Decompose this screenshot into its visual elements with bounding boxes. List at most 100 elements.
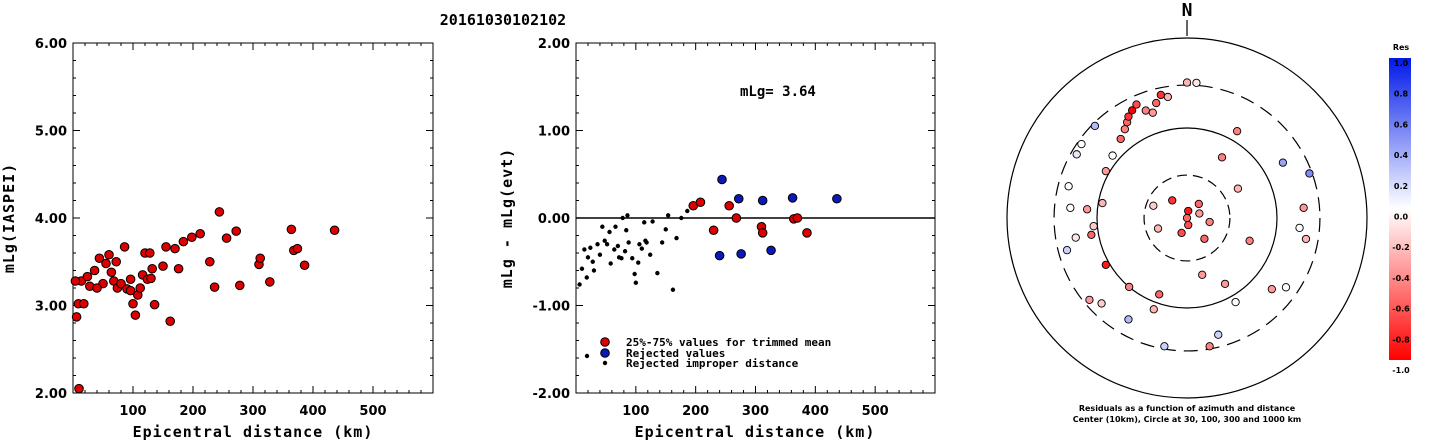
rejected-distance-point bbox=[619, 256, 624, 261]
magnitude-point bbox=[82, 271, 93, 282]
station-residual-point bbox=[1071, 233, 1080, 242]
magnitude-point bbox=[71, 312, 82, 322]
station-residual-point bbox=[1192, 78, 1201, 88]
station-residual-point bbox=[1184, 220, 1193, 230]
magnitude-point bbox=[165, 316, 175, 327]
station-residual-point bbox=[1245, 236, 1254, 245]
rejected-distance-point bbox=[632, 271, 637, 277]
rejected-distance-point bbox=[622, 249, 628, 254]
rejected-distance-point bbox=[636, 260, 641, 265]
magnitude-point bbox=[209, 282, 220, 292]
rejected-distance-point bbox=[613, 224, 618, 229]
plot2-x-tick-label: 100 bbox=[622, 404, 649, 419]
trimmed-mean-point bbox=[731, 213, 742, 223]
magnitude-point bbox=[79, 298, 89, 309]
plot2-legend: 25%-75% values for trimmed meanRejected … bbox=[584, 336, 831, 370]
magnitude-point bbox=[214, 207, 225, 217]
magnitude-point bbox=[128, 298, 138, 309]
plot1-y-tick-label: 4.00 bbox=[35, 212, 67, 227]
rejected-distance-point bbox=[585, 255, 591, 260]
station-residual-point bbox=[1124, 112, 1133, 121]
station-residual-point bbox=[1149, 201, 1158, 210]
rejected-distance-point bbox=[655, 270, 660, 276]
station-residual-point bbox=[1149, 305, 1158, 314]
plot1-y-axis-label: mLg(IASPEI) bbox=[0, 163, 18, 273]
legend-label: Rejected values bbox=[626, 347, 725, 360]
rejected-distance-point bbox=[602, 238, 607, 243]
station-residual-point bbox=[1182, 213, 1192, 223]
rejected-distance-point bbox=[625, 213, 630, 218]
trimmed-mean-point bbox=[792, 213, 803, 223]
rejected-distance-point bbox=[582, 247, 587, 252]
colorbar-tick-label: 0.0 bbox=[1394, 213, 1409, 222]
rejected-distance-point bbox=[663, 227, 668, 232]
colorbar-tick-label: -0.2 bbox=[1392, 243, 1410, 252]
station-residual-point bbox=[1155, 290, 1164, 299]
station-residual-point bbox=[1156, 90, 1165, 100]
rejected-distance-point bbox=[600, 224, 605, 229]
magnitude-point bbox=[292, 243, 303, 254]
colorbar-tick-label: -1.0 bbox=[1392, 366, 1410, 375]
station-residual-point bbox=[1087, 230, 1096, 240]
station-residual-point bbox=[1281, 283, 1291, 292]
legend-marker bbox=[600, 337, 610, 347]
magnitude-point bbox=[94, 253, 105, 264]
plot2-x-tick-label: 300 bbox=[742, 404, 769, 419]
plot1-x-tick-label: 100 bbox=[119, 404, 146, 419]
rejected-value-point bbox=[757, 195, 768, 206]
plot1-y-tick-label: 5.00 bbox=[35, 125, 67, 140]
polar-caption-line2: Center (10km), Circle at 30, 100, 300 an… bbox=[1073, 415, 1301, 424]
trimmed-mean-point bbox=[708, 225, 719, 236]
station-residual-point bbox=[1198, 270, 1207, 279]
station-residual-point bbox=[1160, 342, 1169, 351]
magnitude-point bbox=[106, 267, 117, 278]
magnitude-point bbox=[146, 273, 156, 284]
rejected-distance-point bbox=[626, 240, 631, 245]
magnitude-point bbox=[235, 280, 245, 291]
station-residual-point bbox=[1066, 203, 1075, 212]
magnitude-vs-distance-plot: 100 200 300 400 500 2.00 3.00 4.00 5.00 6.00 Epic… bbox=[0, 37, 434, 441]
plot2-x-tick-label: 200 bbox=[682, 404, 709, 419]
plot2-y-tick-label: -1.00 bbox=[533, 300, 570, 315]
rejected-distance-point bbox=[633, 280, 639, 285]
magnitude-point bbox=[125, 274, 136, 285]
plot1-x-tick-label: 500 bbox=[359, 404, 386, 419]
plot1-y-tick-label: 2.00 bbox=[35, 387, 67, 402]
rejected-distance-point bbox=[584, 275, 589, 280]
magnitude-point bbox=[111, 256, 121, 267]
station-residual-point bbox=[1220, 279, 1230, 289]
station-residual-point bbox=[1148, 108, 1157, 117]
legend-marker bbox=[600, 348, 610, 358]
station-residual-point bbox=[1082, 205, 1092, 214]
magnitude-point bbox=[119, 242, 130, 252]
rejected-distance-point bbox=[577, 282, 582, 287]
magnitude-point bbox=[255, 253, 266, 264]
station-residual-point bbox=[1141, 106, 1150, 115]
station-residual-point bbox=[1097, 299, 1106, 308]
magnitude-point bbox=[145, 248, 155, 258]
plot2-y-tick-label: 2.00 bbox=[538, 37, 570, 52]
station-residual-point bbox=[1153, 224, 1163, 233]
rejected-distance-point bbox=[685, 208, 690, 214]
colorbar-tick-label: 0.4 bbox=[1394, 151, 1409, 160]
colorbar-tick-label: 1.0 bbox=[1394, 59, 1409, 68]
distance-ring bbox=[1006, 37, 1368, 399]
magnitude-point bbox=[74, 383, 84, 394]
rejected-value-point bbox=[787, 193, 798, 203]
station-residual-point bbox=[1098, 198, 1107, 208]
magnitude-point bbox=[135, 283, 145, 293]
colorbar-tick-label: 0.6 bbox=[1394, 120, 1409, 129]
magnitude-point bbox=[221, 233, 232, 243]
magnitude-point bbox=[161, 242, 171, 252]
legend-marker bbox=[602, 360, 608, 366]
colorbar-title: Res bbox=[1393, 43, 1410, 52]
station-residual-point bbox=[1214, 330, 1223, 339]
station-residual-point bbox=[1090, 121, 1100, 131]
station-residual-point bbox=[1132, 100, 1141, 109]
trimmed-mean-point bbox=[695, 197, 706, 208]
magnitude-point bbox=[299, 260, 310, 271]
magnitude-point bbox=[125, 285, 136, 296]
plot2-y-tick-label: 0.00 bbox=[538, 212, 570, 227]
station-residual-point bbox=[1101, 166, 1110, 176]
rejected-distance-point bbox=[588, 245, 593, 250]
